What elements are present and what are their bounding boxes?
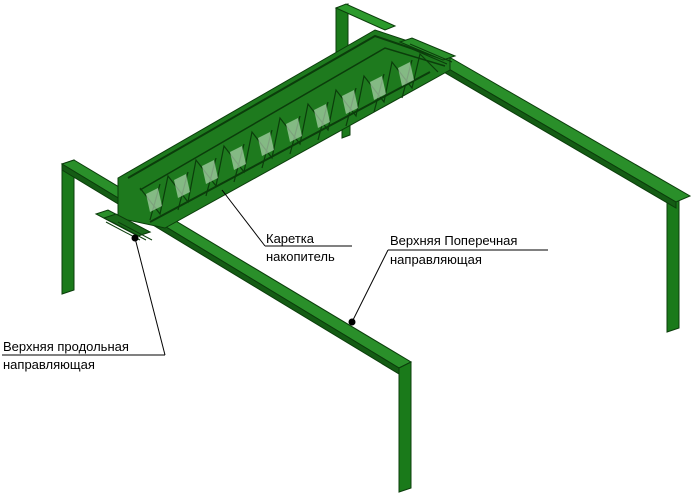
front-left-column (61, 159, 75, 295)
carriage-rails-left-end (94, 209, 153, 241)
carriage-rails-right-end (398, 37, 457, 65)
leader-transverse (348, 249, 548, 326)
callout-transverse-line1: Верхняя Поперечная (390, 233, 518, 248)
leader-carriage (221, 189, 352, 247)
callout-longitudinal-line1: Верхняя продольная (3, 339, 129, 354)
callout-transverse-line2: направляющая (390, 252, 482, 267)
leader-longitudinal (2, 234, 166, 356)
rear-right-column (666, 194, 680, 333)
callout-carriage-line1: Каретка (266, 231, 314, 246)
front-right-column (398, 361, 412, 493)
carriage-truss (117, 29, 451, 229)
callout-longitudinal-line2: направляющая (3, 357, 95, 372)
right-transverse-rail (428, 53, 691, 209)
callout-carriage-line2: накопитель (266, 249, 335, 264)
